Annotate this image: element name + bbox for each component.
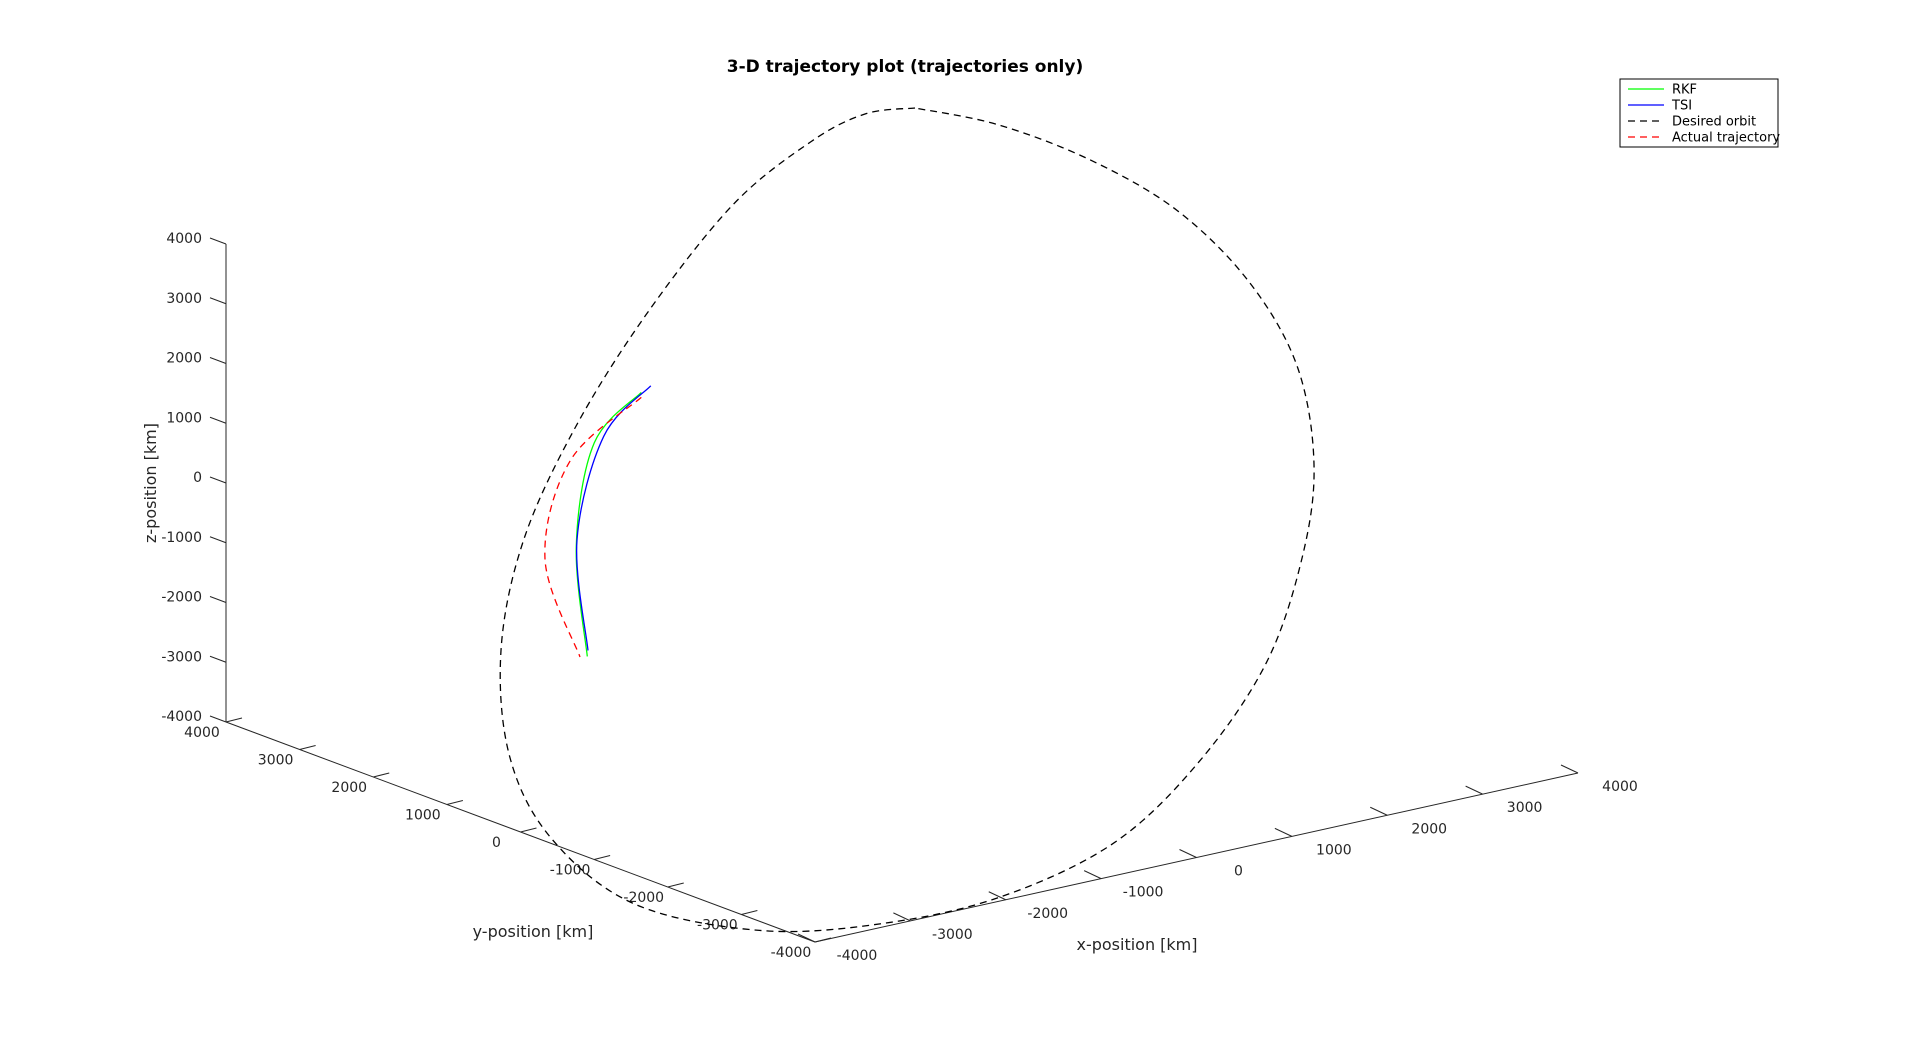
x-tick (797, 933, 816, 943)
x-tick-label: -3000 (932, 927, 973, 943)
z-tick-label: -4000 (161, 709, 202, 725)
z-tick (209, 596, 227, 603)
y-axis-label: y-position [km] (473, 922, 594, 941)
z-tick-label: 2000 (166, 351, 202, 367)
x-tick (1083, 870, 1102, 880)
plot-series (499, 107, 1315, 933)
y-tick-label: 4000 (184, 725, 220, 741)
y-tick (373, 772, 390, 778)
series-line-desired-orbit (499, 107, 1315, 933)
y-tick-label: -3000 (697, 918, 738, 934)
x-tick-label: 2000 (1411, 821, 1447, 837)
z-tick (209, 715, 227, 723)
x-tick (1274, 827, 1293, 837)
y-tick-label: -4000 (771, 945, 812, 961)
legend-entry-label: RKF (1672, 83, 1697, 98)
z-axis: -4000 -3000 -2000 -1000 0 1000 2000 3000 4000 (161, 231, 227, 725)
z-tick-label: 0 (193, 470, 202, 486)
y-axis: -4000 -3000 -2000 -1000 0 1000 2000 3000 4000 (184, 717, 832, 961)
y-tick (741, 910, 758, 915)
series-line-actual-trajectory (544, 396, 642, 658)
z-tick-label: -1000 (161, 530, 202, 546)
z-axis-label: z-position [km] (141, 423, 160, 543)
z-tick-label: 1000 (166, 410, 202, 426)
x-axis-label: x-position [km] (1076, 935, 1197, 954)
x-tick-label: -2000 (1027, 906, 1068, 922)
z-tick (209, 237, 227, 245)
x-tick-label: -1000 (1123, 885, 1164, 901)
y-tick-label: 0 (492, 835, 501, 851)
y-tick (520, 827, 537, 833)
x-tick (1465, 785, 1483, 795)
z-tick-label: -2000 (161, 590, 202, 606)
x-tick-label: 4000 (1602, 779, 1638, 795)
x-tick (1560, 764, 1579, 774)
z-tick (209, 536, 227, 544)
z-tick-label: -3000 (161, 649, 202, 665)
x-tick-label: 0 (1234, 864, 1243, 880)
x-axis: -4000 -3000 -2000 -1000 0 1000 2000 3000 4000 (797, 764, 1638, 964)
x-tick (893, 912, 911, 922)
legend-entry-label: Desired orbit (1672, 115, 1756, 130)
legend-box (1619, 78, 1779, 148)
legend-entry-label: Actual trajectory (1672, 131, 1780, 146)
y-tick-label: 1000 (405, 808, 441, 824)
z-tick (209, 297, 227, 305)
legend-entry-label: TSI (1671, 99, 1692, 114)
y-tick-label: -2000 (623, 890, 664, 906)
series-line-rkf (575, 391, 642, 657)
y-tick (225, 717, 243, 723)
y-tick-label: 3000 (258, 753, 294, 769)
z-tick (209, 655, 227, 663)
z-tick (209, 357, 227, 364)
z-tick-label: 4000 (166, 231, 202, 247)
z-tick (209, 476, 227, 484)
y-tick (446, 800, 463, 805)
y-tick (594, 855, 611, 860)
x-tick-label: -4000 (837, 948, 878, 964)
series-line-tsi (575, 385, 652, 651)
x-tick (1179, 849, 1197, 858)
y-tick-label: 2000 (331, 780, 367, 796)
chart-title: 3-D trajectory plot (trajectories only) (727, 57, 1083, 77)
y-tick-label: -1000 (550, 863, 591, 879)
z-tick (209, 416, 227, 424)
z-tick-label: 3000 (166, 291, 202, 307)
x-tick (1370, 806, 1388, 816)
x-tick (988, 891, 1006, 901)
x-tick-label: 3000 (1507, 800, 1543, 816)
x-tick-label: 1000 (1316, 842, 1352, 858)
y-tick (299, 745, 316, 750)
y-tick (667, 882, 684, 888)
